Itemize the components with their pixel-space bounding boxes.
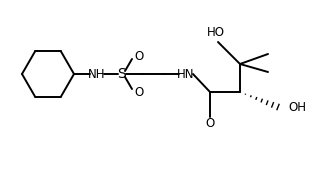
Text: NH: NH [88, 67, 106, 80]
Text: HN: HN [177, 67, 195, 80]
Text: O: O [135, 85, 144, 99]
Text: O: O [135, 50, 144, 62]
Text: S: S [118, 67, 127, 81]
Text: OH: OH [288, 100, 306, 114]
Text: O: O [205, 116, 215, 130]
Text: HO: HO [207, 25, 225, 39]
